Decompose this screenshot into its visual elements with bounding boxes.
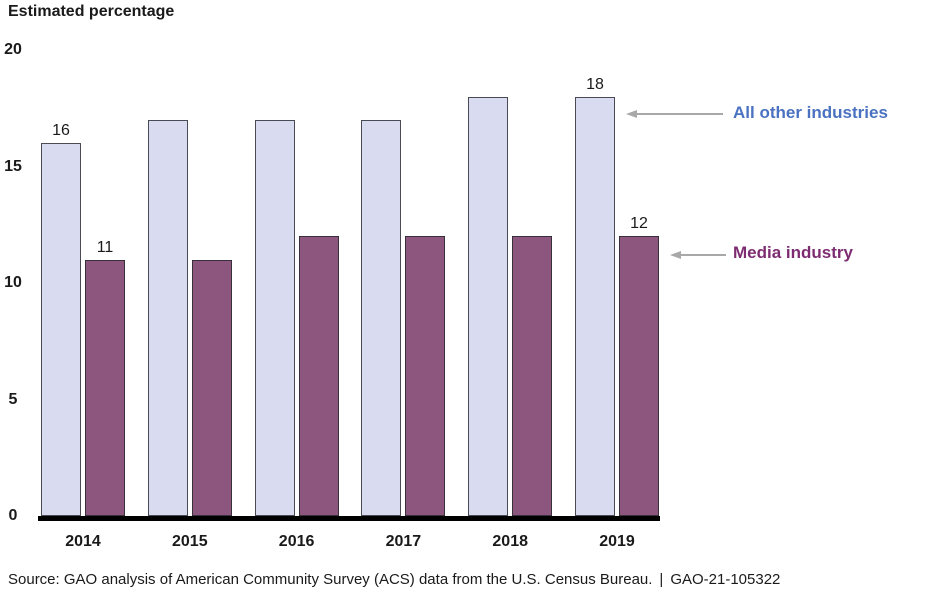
bar-media-industry-2019 [619,236,659,516]
arrow-left-icon [670,251,726,259]
y-axis-tick-20: 20 [4,41,22,58]
x-axis-tick-2017: 2017 [385,533,422,550]
chart-title: Estimated percentage [8,3,175,20]
bar-media-industry-2018 [512,236,553,516]
bar-media-industry-2016 [298,236,339,516]
bar-all-other-industries-2017 [361,119,402,516]
source-separator: | [659,571,664,588]
bar-media-industry-2015 [191,259,232,516]
bar-media-industry-2014 [85,259,125,516]
bar-value-label-media-industry-2014: 11 [96,238,114,256]
x-axis-tick-2018: 2018 [492,533,528,550]
y-axis-tick-0: 0 [8,507,18,524]
bar-all-other-industries-2019 [575,96,615,516]
x-axis-tick-2019: 2019 [599,533,635,550]
legend-label-media-industry: Media industry [733,243,853,262]
bar-value-label-all-other-industries-2014: 16 [52,122,70,140]
bar-all-other-industries-2014 [41,143,81,516]
arrow-left-icon [626,110,723,118]
x-axis-tick-2014: 2014 [65,533,101,550]
bar-all-other-industries-2018 [468,96,509,516]
source-note: Source: GAO analysis of American Communi… [8,571,780,588]
x-axis-tick-2016: 2016 [278,533,315,550]
bar-value-label-all-other-industries-2019: 18 [586,75,604,93]
bar-value-label-media-industry-2019: 12 [630,215,648,233]
y-axis-tick-5: 5 [8,390,18,408]
legend-label-all-other-industries: All other industries [733,103,888,122]
x-axis-baseline [38,516,660,521]
source-text: Source: GAO analysis of American Communi… [8,571,653,588]
bar-all-other-industries-2016 [254,119,295,516]
report-number: GAO-21-105322 [670,571,781,588]
y-axis-tick-10: 10 [4,274,22,291]
y-axis-tick-15: 15 [4,157,22,175]
bar-media-industry-2017 [405,236,446,516]
x-axis-tick-2015: 2015 [172,533,208,550]
bar-all-other-industries-2015 [147,119,188,516]
